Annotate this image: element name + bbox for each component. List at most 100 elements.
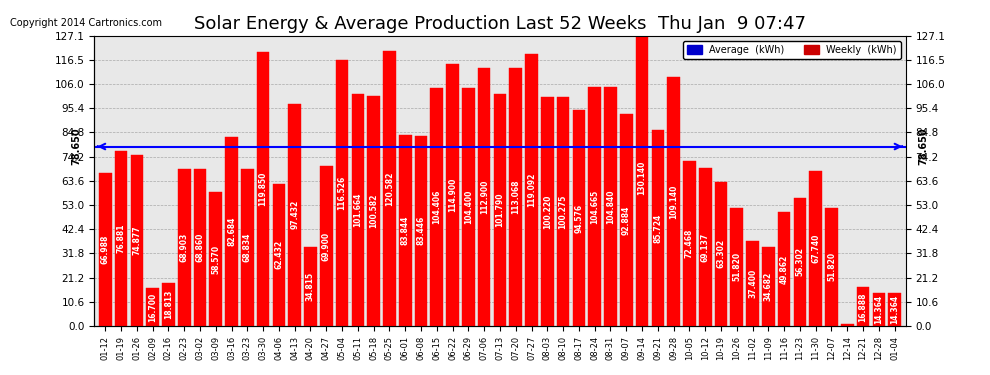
Text: 58.570: 58.570	[211, 244, 220, 274]
Bar	[99, 173, 112, 326]
Text: 100.275: 100.275	[558, 194, 567, 229]
Text: 68.860: 68.860	[195, 233, 205, 262]
Text: 78.650: 78.650	[71, 128, 81, 165]
Text: 104.406: 104.406	[433, 190, 442, 224]
Text: 76.881: 76.881	[117, 224, 126, 253]
Text: 104.665: 104.665	[590, 189, 599, 224]
Bar	[778, 212, 790, 326]
Text: 114.900: 114.900	[448, 178, 457, 212]
Text: 63.302: 63.302	[717, 239, 726, 268]
Text: 116.526: 116.526	[338, 176, 346, 210]
Bar	[651, 130, 664, 326]
Bar	[256, 53, 269, 326]
Text: 51.820: 51.820	[733, 252, 742, 282]
Text: 82.684: 82.684	[227, 217, 236, 246]
Text: 18.813: 18.813	[164, 290, 173, 319]
Text: 74.877: 74.877	[133, 226, 142, 255]
Bar	[131, 155, 144, 326]
Title: Solar Energy & Average Production Last 52 Weeks  Thu Jan  9 07:47: Solar Energy & Average Production Last 5…	[194, 15, 806, 33]
Text: 78.650: 78.650	[919, 128, 929, 165]
Bar	[526, 54, 538, 326]
Text: 119.850: 119.850	[258, 172, 267, 207]
Bar	[810, 171, 822, 326]
Text: 83.844: 83.844	[401, 216, 410, 245]
Text: 16.888: 16.888	[858, 292, 867, 321]
Text: 100.582: 100.582	[369, 194, 378, 228]
Text: 109.140: 109.140	[669, 184, 678, 219]
Text: 49.862: 49.862	[780, 255, 789, 284]
Bar	[556, 97, 569, 326]
Text: 68.903: 68.903	[180, 233, 189, 262]
Bar	[620, 114, 633, 326]
Text: 37.400: 37.400	[748, 269, 757, 298]
Bar	[699, 168, 712, 326]
Bar	[667, 77, 680, 326]
Text: 104.400: 104.400	[464, 190, 473, 224]
Text: 68.834: 68.834	[243, 233, 251, 262]
Text: 92.884: 92.884	[622, 206, 631, 235]
Bar	[241, 169, 253, 326]
Bar	[320, 166, 333, 326]
Bar	[604, 87, 617, 326]
Bar	[541, 97, 553, 326]
Bar	[888, 293, 901, 326]
Text: 67.740: 67.740	[811, 234, 820, 263]
Bar	[367, 96, 380, 326]
Text: 62.432: 62.432	[274, 240, 283, 269]
Text: 51.820: 51.820	[827, 252, 836, 282]
Bar	[588, 87, 601, 326]
Bar	[351, 94, 364, 326]
Text: 72.468: 72.468	[685, 229, 694, 258]
Bar	[494, 94, 506, 326]
Bar	[178, 169, 190, 326]
Text: 14.364: 14.364	[890, 295, 899, 324]
Bar	[272, 183, 285, 326]
Bar	[226, 137, 238, 326]
Bar	[147, 288, 159, 326]
Text: 69.137: 69.137	[701, 232, 710, 262]
Text: 34.682: 34.682	[764, 272, 773, 301]
Text: 66.988: 66.988	[101, 235, 110, 264]
Bar	[446, 64, 459, 326]
Bar	[683, 160, 696, 326]
Bar	[872, 293, 885, 326]
Bar	[336, 60, 348, 326]
Text: 113.068: 113.068	[511, 180, 520, 214]
Bar	[194, 169, 206, 326]
Bar	[210, 192, 222, 326]
Bar	[115, 150, 128, 326]
Text: 119.092: 119.092	[527, 173, 536, 207]
Text: 56.302: 56.302	[795, 247, 805, 276]
Bar	[415, 136, 428, 326]
Text: Copyright 2014 Cartronics.com: Copyright 2014 Cartronics.com	[10, 18, 162, 28]
Text: 112.900: 112.900	[480, 180, 489, 214]
Text: 130.140: 130.140	[638, 160, 646, 195]
Bar	[841, 324, 853, 326]
Bar	[162, 283, 174, 326]
Bar	[762, 247, 774, 326]
Bar	[478, 68, 490, 326]
Text: 120.582: 120.582	[385, 171, 394, 206]
Text: 94.576: 94.576	[574, 204, 583, 232]
Bar	[826, 208, 838, 326]
Bar	[856, 288, 869, 326]
Text: 101.790: 101.790	[495, 193, 505, 227]
Bar	[431, 88, 444, 326]
Bar	[572, 110, 585, 326]
Text: 83.446: 83.446	[417, 216, 426, 245]
Text: 34.815: 34.815	[306, 272, 315, 301]
Text: 100.220: 100.220	[543, 195, 551, 229]
Text: 14.364: 14.364	[874, 295, 883, 324]
Bar	[288, 104, 301, 326]
Bar	[304, 247, 317, 326]
Text: 69.900: 69.900	[322, 232, 331, 261]
Text: 85.724: 85.724	[653, 214, 662, 243]
Legend: Average  (kWh), Weekly  (kWh): Average (kWh), Weekly (kWh)	[683, 41, 901, 58]
Bar	[462, 88, 474, 326]
Bar	[510, 68, 522, 326]
Text: 104.840: 104.840	[606, 189, 615, 224]
Bar	[383, 51, 396, 326]
Text: 97.432: 97.432	[290, 200, 299, 230]
Bar	[399, 135, 412, 326]
Text: 16.700: 16.700	[148, 292, 157, 322]
